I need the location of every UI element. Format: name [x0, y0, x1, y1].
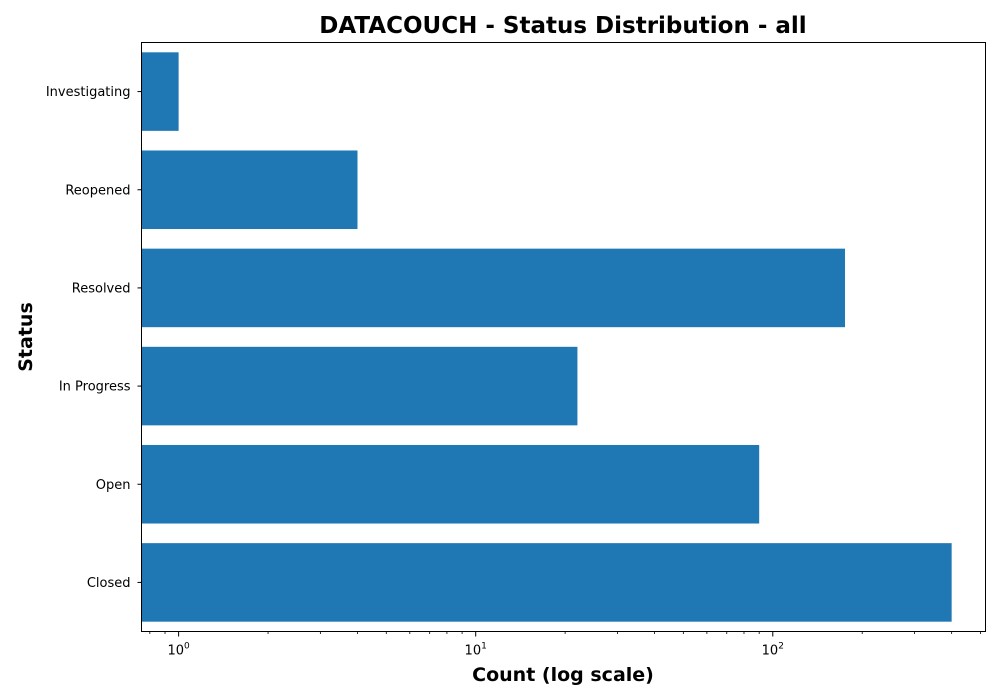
x-tick-label: 101 [465, 642, 487, 659]
y-tick-label: Investigating [46, 85, 131, 100]
bar-reopened [141, 150, 358, 230]
y-axis-label: Status [15, 302, 37, 372]
x-tick-label: 100 [167, 642, 190, 659]
bar-in-progress [141, 346, 578, 426]
y-tick-label: Resolved [72, 281, 131, 296]
x-tick-label: 102 [762, 642, 784, 659]
bar-resolved [141, 248, 845, 328]
y-tick-label: Open [96, 478, 131, 493]
y-tick-label: Closed [87, 576, 131, 591]
bars-group [141, 52, 952, 622]
y-tick-label: In Progress [59, 380, 131, 395]
bar-closed [141, 543, 952, 622]
bar-open [141, 444, 760, 524]
y-axis-ticks: Investigating Reopened Resolved In Progress… [46, 85, 142, 591]
chart-title: DATACOUCH - Status Distribution - all [319, 13, 806, 39]
y-tick-label: Reopened [65, 183, 130, 198]
x-axis-label: Count (log scale) [472, 664, 654, 686]
bar-investigating [141, 52, 179, 131]
x-axis-ticks: 100 101 102 [149, 631, 981, 659]
plot-frame [141, 42, 986, 632]
